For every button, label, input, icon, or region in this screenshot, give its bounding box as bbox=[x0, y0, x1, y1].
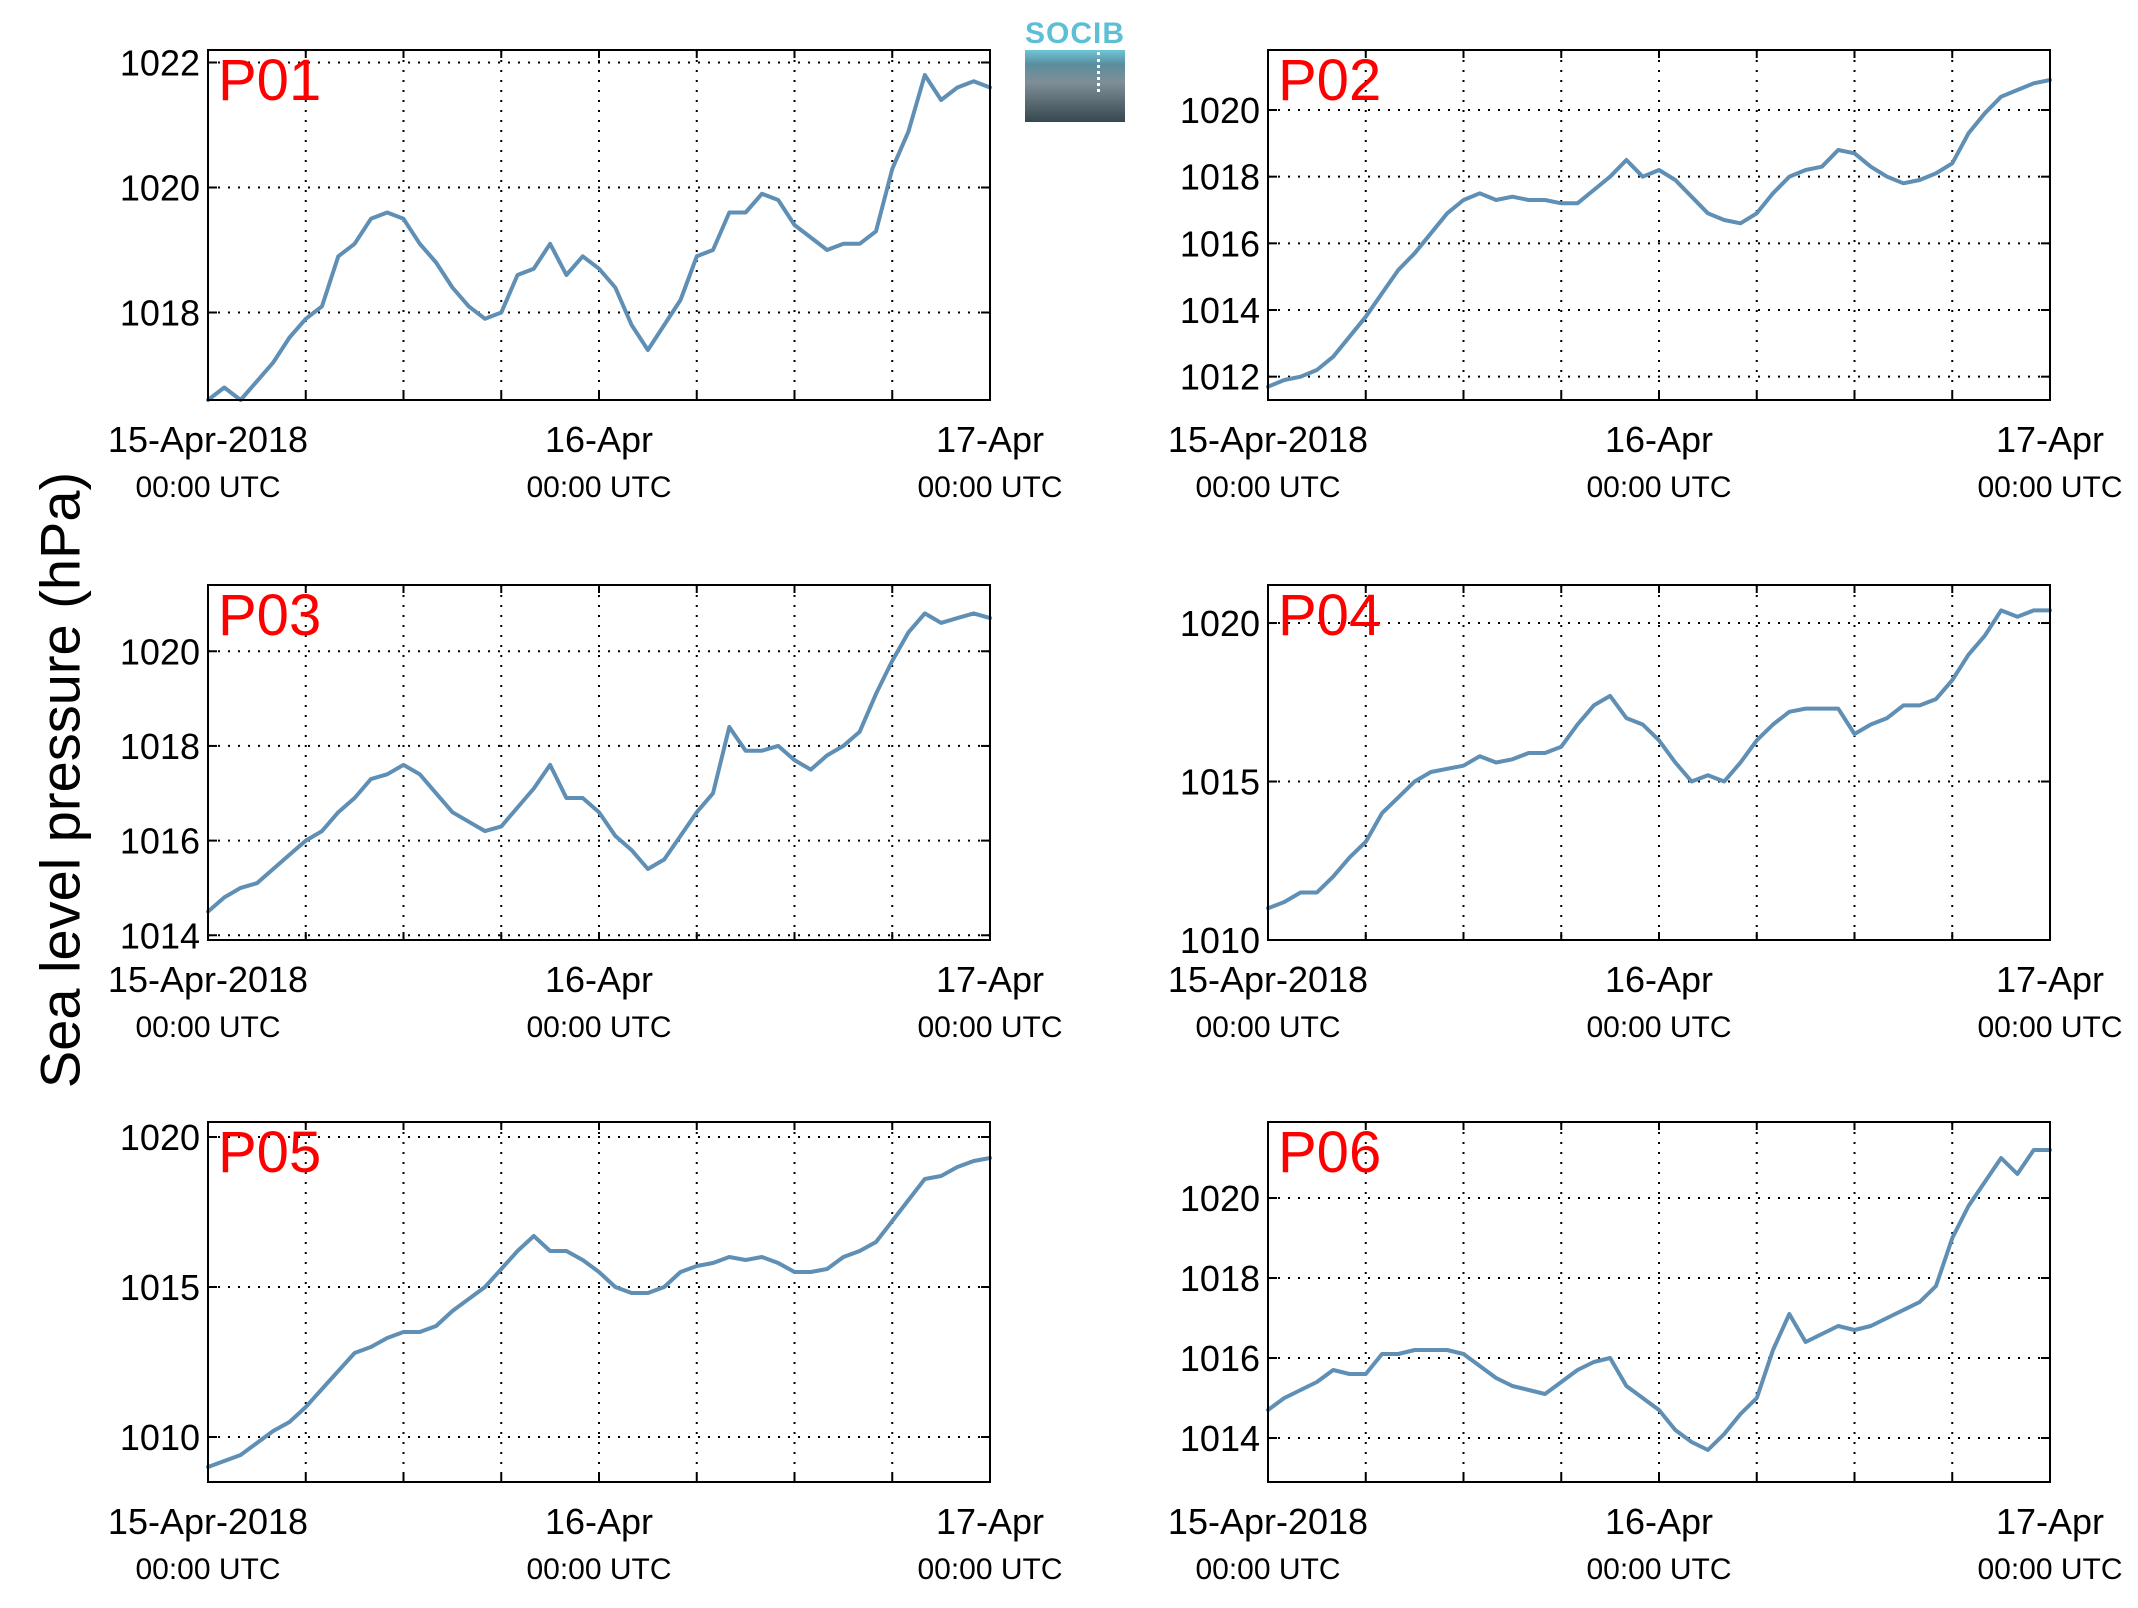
y-tick-label: 1020 bbox=[1180, 603, 1260, 644]
x-tick-sublabel: 00:00 UTC bbox=[526, 471, 671, 504]
chart-panel-p04: 1010 1015 1020 15-Apr-2018 00:00 UTC 16-Apr 00… bbox=[1168, 583, 2123, 1044]
y-tick-label: 1010 bbox=[1180, 920, 1260, 961]
socib-logo-graphic bbox=[1025, 50, 1125, 122]
y-tick-label: 1014 bbox=[1180, 290, 1260, 331]
y-tick-label: 1018 bbox=[120, 293, 200, 334]
y-tick-label: 1014 bbox=[120, 915, 200, 956]
x-tick-sublabel: 00:00 UTC bbox=[1195, 1011, 1340, 1044]
x-tick-sublabel: 00:00 UTC bbox=[917, 1553, 1062, 1586]
x-tick-sublabel: 00:00 UTC bbox=[1586, 471, 1731, 504]
x-tick-label: 15-Apr-2018 bbox=[1168, 959, 1368, 1000]
y-tick-label: 1015 bbox=[120, 1267, 200, 1308]
x-tick-sublabel: 00:00 UTC bbox=[135, 1553, 280, 1586]
y-tick-label: 1016 bbox=[1180, 223, 1260, 264]
y-tick-label: 1020 bbox=[120, 168, 200, 209]
y-tick-label: 1018 bbox=[120, 726, 200, 767]
x-tick-sublabel: 00:00 UTC bbox=[1977, 1011, 2122, 1044]
x-tick-label: 16-Apr bbox=[1605, 419, 1713, 460]
y-tick-label: 1020 bbox=[1180, 90, 1260, 131]
y-tick-label: 1020 bbox=[1180, 1178, 1260, 1219]
y-tick-label: 1016 bbox=[120, 821, 200, 862]
socib-logo: SOCIB bbox=[1025, 18, 1125, 122]
x-tick-sublabel: 00:00 UTC bbox=[1195, 1553, 1340, 1586]
socib-logo-dots bbox=[1097, 52, 1100, 92]
x-tick-label: 17-Apr bbox=[1996, 1501, 2104, 1542]
y-tick-label: 1020 bbox=[120, 631, 200, 672]
y-tick-label: 1022 bbox=[120, 43, 200, 84]
x-tick-sublabel: 00:00 UTC bbox=[917, 1011, 1062, 1044]
y-tick-label: 1016 bbox=[1180, 1338, 1260, 1379]
axes-frame bbox=[207, 49, 991, 401]
x-tick-label: 16-Apr bbox=[545, 1501, 653, 1542]
panel-title: P01 bbox=[218, 48, 321, 113]
chart-panel-p05: 1010 1015 1020 15-Apr-2018 00:00 UTC 16-Apr 00… bbox=[108, 1117, 1063, 1586]
series-line-p02 bbox=[1266, 78, 2052, 389]
chart-panel-p03: 1014 1016 1018 1020 15-Apr-2018 00:00 UTC 16-A… bbox=[108, 583, 1063, 1044]
x-tick-sublabel: 00:00 UTC bbox=[135, 1011, 280, 1044]
x-tick-label: 15-Apr-2018 bbox=[1168, 419, 1368, 460]
x-tick-sublabel: 00:00 UTC bbox=[1195, 471, 1340, 504]
axes-frame bbox=[1267, 1121, 2051, 1483]
x-tick-label: 16-Apr bbox=[545, 419, 653, 460]
axes-frame bbox=[1267, 584, 2051, 941]
x-tick-label: 17-Apr bbox=[936, 419, 1044, 460]
series-line-p05 bbox=[206, 1156, 992, 1469]
x-tick-label: 15-Apr-2018 bbox=[108, 419, 308, 460]
y-tick-label: 1018 bbox=[1180, 1258, 1260, 1299]
panel-title: P04 bbox=[1278, 583, 1381, 648]
y-tick-label: 1020 bbox=[120, 1117, 200, 1158]
socib-logo-text: SOCIB bbox=[1025, 17, 1126, 50]
y-tick-label: 1018 bbox=[1180, 157, 1260, 198]
panel-title: P03 bbox=[218, 583, 321, 648]
series-line-p06 bbox=[1266, 1148, 2052, 1452]
x-tick-sublabel: 00:00 UTC bbox=[526, 1553, 671, 1586]
x-tick-label: 16-Apr bbox=[1605, 1501, 1713, 1542]
panel-title: P06 bbox=[1278, 1120, 1381, 1185]
x-tick-label: 17-Apr bbox=[936, 959, 1044, 1000]
x-tick-sublabel: 00:00 UTC bbox=[1586, 1011, 1731, 1044]
series-line-p04 bbox=[1266, 608, 2052, 911]
x-tick-label: 15-Apr-2018 bbox=[108, 1501, 308, 1542]
x-tick-label: 16-Apr bbox=[1605, 959, 1713, 1000]
chart-panel-p06: 1014 1016 1018 1020 15-Apr-2018 00:00 UTC 16-A… bbox=[1168, 1120, 2123, 1586]
x-tick-label: 15-Apr-2018 bbox=[1168, 1501, 1368, 1542]
y-tick-label: 1012 bbox=[1180, 357, 1260, 398]
panel-title: P02 bbox=[1278, 48, 1381, 113]
axes-frame bbox=[207, 1121, 991, 1483]
x-tick-label: 15-Apr-2018 bbox=[108, 959, 308, 1000]
x-tick-label: 17-Apr bbox=[1996, 419, 2104, 460]
axes-frame bbox=[1267, 49, 2051, 401]
x-tick-sublabel: 00:00 UTC bbox=[917, 471, 1062, 504]
x-tick-label: 16-Apr bbox=[545, 959, 653, 1000]
series-line-p01 bbox=[206, 73, 992, 402]
x-tick-sublabel: 00:00 UTC bbox=[1977, 1553, 2122, 1586]
series-line-p03 bbox=[206, 611, 992, 914]
x-tick-label: 17-Apr bbox=[936, 1501, 1044, 1542]
x-tick-sublabel: 00:00 UTC bbox=[135, 471, 280, 504]
panel-title: P05 bbox=[218, 1120, 321, 1185]
x-tick-label: 17-Apr bbox=[1996, 959, 2104, 1000]
axes-frame bbox=[207, 584, 991, 941]
x-tick-sublabel: 00:00 UTC bbox=[1977, 471, 2122, 504]
y-tick-label: 1015 bbox=[1180, 762, 1260, 803]
x-tick-sublabel: 00:00 UTC bbox=[1586, 1553, 1731, 1586]
x-tick-sublabel: 00:00 UTC bbox=[526, 1011, 671, 1044]
y-tick-label: 1014 bbox=[1180, 1418, 1260, 1459]
chart-panel-p02: 1012 1014 1016 1018 1020 15-Apr-2018 00:00 UTC… bbox=[1168, 48, 2123, 504]
chart-panel-p01: 1018 1020 1022 15-Apr-2018 00:00 UTC 16-Apr 00… bbox=[108, 43, 1063, 505]
y-tick-label: 1010 bbox=[120, 1417, 200, 1458]
